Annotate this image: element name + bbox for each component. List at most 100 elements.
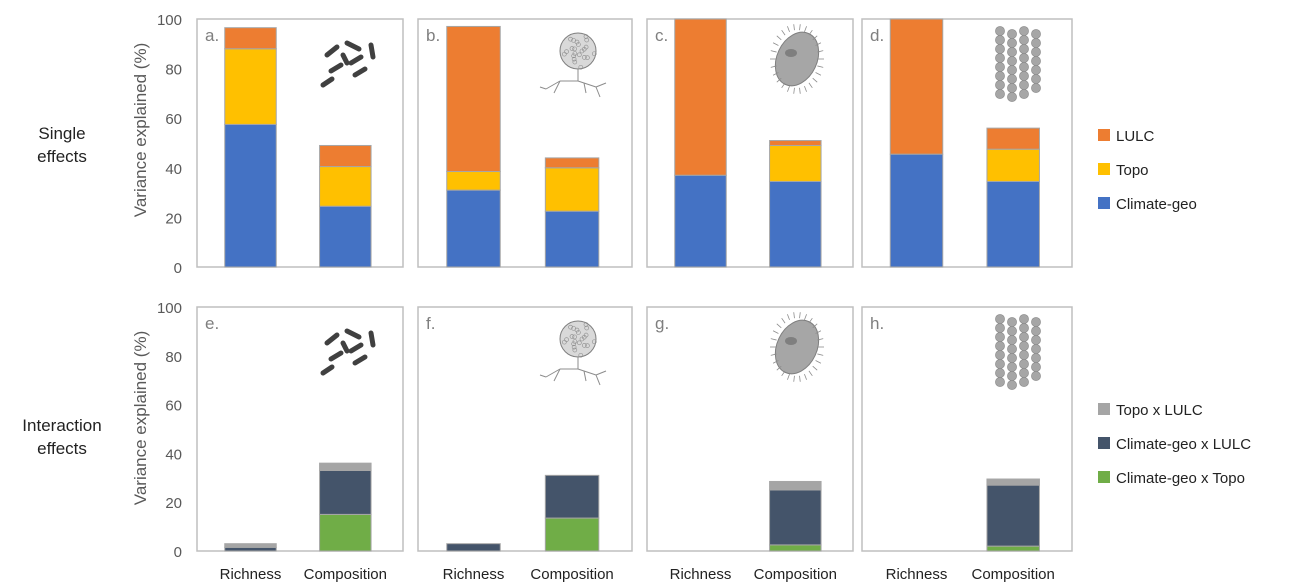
bacteria-icon xyxy=(320,40,376,88)
bar-segment xyxy=(446,189,501,268)
bar-segment xyxy=(674,18,727,176)
legend-swatch xyxy=(1098,437,1110,449)
legend-label: Climate-geo xyxy=(1116,196,1197,213)
y-axis-titles: Variance explained (%) Variance explaine… xyxy=(131,43,150,506)
bar-segment xyxy=(544,517,600,552)
plot-area xyxy=(646,306,854,552)
bar-segment xyxy=(544,210,600,268)
panel-label: f. xyxy=(426,314,435,333)
bar-segment xyxy=(544,167,600,212)
plot-area xyxy=(417,306,633,552)
bar-segment xyxy=(986,484,1040,547)
panel: h. xyxy=(861,306,1073,552)
x-tick-label: Composition xyxy=(754,566,837,583)
legend-label: Climate-geo x LULC xyxy=(1116,436,1251,453)
plot-area xyxy=(861,306,1073,552)
x-tick-label: Richness xyxy=(886,566,948,583)
bar-segment xyxy=(889,153,944,268)
panel: e. xyxy=(196,306,404,552)
nematode-chain-icon xyxy=(995,314,1041,390)
panel: a. xyxy=(196,18,404,268)
y-tick-label: 100 xyxy=(157,300,182,317)
panel: b. xyxy=(417,18,633,268)
y-tick-label: 80 xyxy=(165,349,182,366)
bar-segment xyxy=(674,174,727,268)
bar-segment xyxy=(446,25,501,173)
row-label-interaction-line1: Interaction xyxy=(22,416,101,435)
panel-label: a. xyxy=(205,26,219,45)
bar-segment xyxy=(319,166,372,207)
legend-swatch xyxy=(1098,129,1110,141)
fungi-icon xyxy=(539,320,607,386)
bar-segment xyxy=(224,543,277,548)
bar-segment xyxy=(986,127,1040,150)
panel-label: c. xyxy=(655,26,668,45)
panel: c. xyxy=(646,18,854,268)
bar-segment xyxy=(319,205,372,268)
legend-swatch xyxy=(1098,403,1110,415)
panel-label: h. xyxy=(870,314,884,333)
bar-segment xyxy=(769,480,822,491)
bar-segment xyxy=(544,474,600,519)
fungi-icon xyxy=(539,32,607,98)
panel-label: e. xyxy=(205,314,219,333)
bar-segment xyxy=(224,27,277,50)
x-tick-label: Richness xyxy=(670,566,732,583)
bar-segment xyxy=(319,144,372,168)
y-tick-label: 60 xyxy=(165,398,182,415)
row-label-single-line1: Single xyxy=(38,124,85,143)
x-tick-label: Richness xyxy=(220,566,282,583)
bar-segment xyxy=(769,144,822,182)
legend-swatch xyxy=(1098,197,1110,209)
panel: d. xyxy=(861,18,1073,268)
bar-segment xyxy=(544,157,600,169)
bar-segment xyxy=(319,469,372,515)
y-tick-labels: 0 20 40 60 80 100 0 20 40 60 80 100 xyxy=(157,12,182,561)
legend-label: LULC xyxy=(1116,128,1155,145)
legend-label: Topo xyxy=(1116,162,1149,179)
row-labels: Single effects Interaction effects xyxy=(22,124,101,458)
x-tick-label: Richness xyxy=(443,566,505,583)
x-tick-labels: Richness Composition Richness Composition Ri… xyxy=(220,566,1055,583)
panel-label: d. xyxy=(870,26,884,45)
y-tick-label: 0 xyxy=(174,260,182,277)
bar-segment xyxy=(889,18,944,155)
protist-icon xyxy=(770,24,824,94)
panels: a. b. c. d. e. f. g. h. xyxy=(196,18,1073,552)
bar-segment xyxy=(769,180,822,268)
y-tick-label: 80 xyxy=(165,62,182,79)
legend-swatch xyxy=(1098,163,1110,175)
panel-label: b. xyxy=(426,26,440,45)
bar-segment xyxy=(446,543,501,552)
legend-label: Topo x LULC xyxy=(1116,402,1203,419)
bar-segment xyxy=(319,462,372,471)
panel: f. xyxy=(417,306,633,552)
x-tick-label: Composition xyxy=(304,566,387,583)
bar-segment xyxy=(769,489,822,546)
bar-segment xyxy=(986,545,1040,552)
bar-segment xyxy=(769,140,822,146)
y-tick-label: 20 xyxy=(165,495,182,512)
row-label-interaction-line2: effects xyxy=(37,439,87,458)
bar-segment xyxy=(319,513,372,552)
bar-segment xyxy=(986,180,1040,268)
y-tick-label: 40 xyxy=(165,446,182,463)
y-tick-label: 100 xyxy=(157,12,182,29)
legend-label: Climate-geo x Topo xyxy=(1116,470,1245,487)
bar-segment xyxy=(224,546,277,552)
y-tick-label: 40 xyxy=(165,161,182,178)
y-tick-label: 20 xyxy=(165,210,182,227)
bar-segment xyxy=(986,478,1040,486)
row-label-single-line2: effects xyxy=(37,147,87,166)
bar-segment xyxy=(224,48,277,125)
bar-segment xyxy=(224,123,277,268)
y-axis-title-bottom: Variance explained (%) xyxy=(131,331,150,506)
y-tick-label: 60 xyxy=(165,111,182,128)
nematode-chain-icon xyxy=(995,26,1041,102)
y-axis-title-top: Variance explained (%) xyxy=(131,43,150,218)
legends: LULC Topo Climate-geo Topo x LULC Climate-ge… xyxy=(1098,128,1251,487)
protist-icon xyxy=(770,312,824,382)
y-tick-label: 0 xyxy=(174,544,182,561)
panel-label: g. xyxy=(655,314,669,333)
